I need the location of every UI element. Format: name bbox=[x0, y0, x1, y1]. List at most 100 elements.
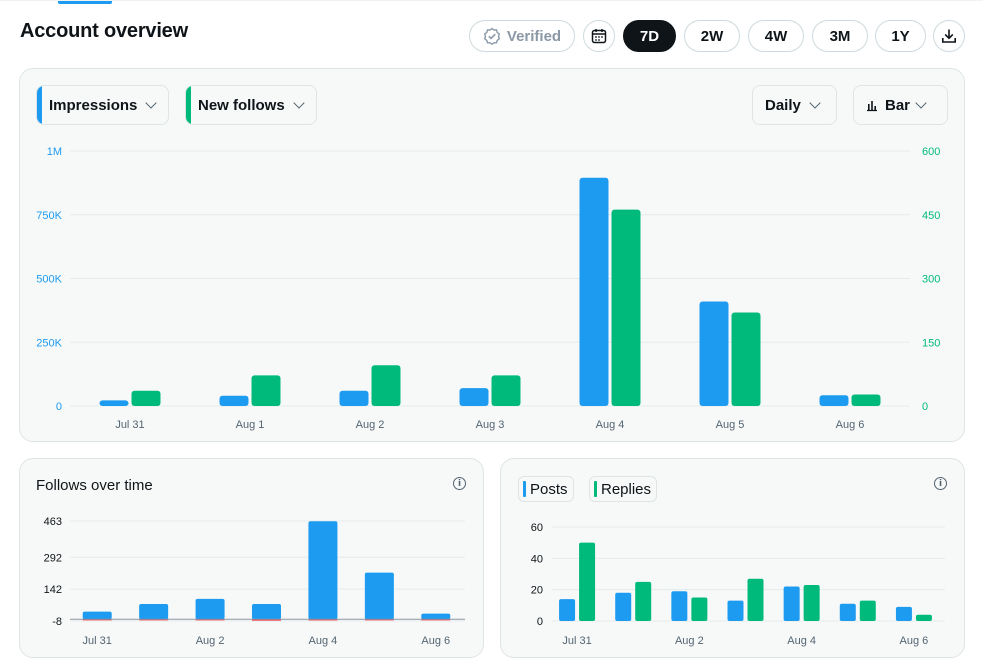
verified-button[interactable]: Verified bbox=[469, 20, 575, 52]
follows-bar bbox=[195, 598, 225, 620]
x-tick-label: Aug 6 bbox=[836, 419, 865, 431]
x-tick-label: Jul 31 bbox=[115, 419, 144, 431]
follows-bar bbox=[731, 312, 761, 406]
posts-bar bbox=[559, 599, 576, 621]
y-right-tick-label: 0 bbox=[922, 401, 928, 413]
follows-bar bbox=[851, 394, 881, 406]
metric2-label: New follows bbox=[198, 96, 285, 114]
range-4w-button[interactable]: 4W bbox=[748, 20, 804, 52]
y-tick-label: 0 bbox=[537, 616, 543, 628]
x-tick-label: Aug 5 bbox=[716, 419, 745, 431]
date-picker-button[interactable] bbox=[583, 20, 615, 52]
posts-bar bbox=[895, 606, 912, 621]
metric1-label: Impressions bbox=[49, 96, 138, 114]
download-icon bbox=[942, 29, 956, 43]
y-tick-label: 60 bbox=[531, 522, 543, 534]
y-tick-label: 20 bbox=[531, 585, 543, 597]
range-3m-button[interactable]: 3M bbox=[812, 20, 868, 52]
y-right-tick-label: 600 bbox=[922, 146, 940, 158]
x-tick-label: Aug 1 bbox=[236, 419, 265, 431]
y-left-tick-label: 0 bbox=[56, 401, 62, 413]
range-1y-button[interactable]: 1Y bbox=[875, 20, 926, 52]
interval-dropdown[interactable]: Daily bbox=[752, 85, 837, 125]
bar-chart-icon bbox=[867, 101, 877, 112]
replies-swatch bbox=[594, 481, 597, 497]
y-tick-label: 292 bbox=[44, 552, 62, 564]
x-tick-label: Aug 6 bbox=[421, 635, 450, 647]
follows-bar bbox=[308, 521, 338, 620]
impressions-bar bbox=[459, 388, 489, 406]
metric2-color-swatch bbox=[186, 86, 191, 124]
unfollows-bar bbox=[308, 619, 338, 621]
follows-bar bbox=[421, 613, 451, 620]
x-tick-label: Aug 2 bbox=[196, 635, 225, 647]
follows-card: Follows over time i bbox=[19, 458, 484, 658]
metric1-dropdown[interactable]: Impressions bbox=[36, 85, 169, 125]
y-left-tick-label: 500K bbox=[36, 274, 62, 286]
y-left-tick-label: 1M bbox=[47, 146, 62, 158]
follows-card-title: Follows over time bbox=[36, 477, 153, 494]
impressions-bar bbox=[219, 395, 249, 406]
verified-badge-icon bbox=[483, 27, 501, 46]
follows-bar bbox=[611, 209, 641, 406]
replies-bar bbox=[859, 600, 876, 621]
posts-legend-toggle[interactable]: Posts bbox=[518, 476, 574, 502]
x-tick-label: Aug 6 bbox=[900, 635, 929, 647]
chart-type-dropdown[interactable]: Bar bbox=[853, 85, 948, 125]
follows-bar bbox=[131, 390, 161, 406]
x-tick-label: Aug 2 bbox=[675, 635, 704, 647]
replies-bar bbox=[747, 578, 764, 621]
follows-bar bbox=[491, 375, 521, 406]
impressions-bar bbox=[579, 177, 609, 406]
replies-legend-toggle[interactable]: Replies bbox=[589, 476, 658, 502]
download-button[interactable] bbox=[933, 20, 965, 52]
info-icon[interactable]: i bbox=[934, 477, 947, 490]
unfollows-bar bbox=[252, 619, 281, 621]
posts-swatch bbox=[523, 481, 526, 497]
follows-bar bbox=[371, 365, 401, 406]
y-tick-label: 463 bbox=[44, 516, 62, 528]
replies-bar bbox=[915, 614, 932, 621]
range-7d-button[interactable]: 7D bbox=[623, 20, 676, 52]
calendar-icon bbox=[591, 29, 607, 44]
y-tick-label: 40 bbox=[531, 553, 543, 565]
impressions-bar bbox=[99, 400, 129, 406]
x-tick-label: Aug 4 bbox=[787, 635, 816, 647]
top-divider bbox=[0, 0, 983, 4]
follows-bar bbox=[364, 572, 394, 620]
verified-label: Verified bbox=[506, 27, 562, 45]
impressions-bar bbox=[699, 301, 729, 406]
y-right-tick-label: 150 bbox=[922, 337, 940, 349]
replies-bar bbox=[691, 597, 708, 621]
chart-type-label: Bar bbox=[885, 96, 911, 114]
replies-legend-label: Replies bbox=[601, 480, 652, 498]
metric2-dropdown[interactable]: New follows bbox=[185, 85, 317, 125]
posts-bar bbox=[727, 600, 744, 621]
x-tick-label: Jul 31 bbox=[83, 635, 112, 647]
follows-bar bbox=[251, 375, 281, 406]
follows-bar bbox=[82, 611, 112, 620]
follows-bar bbox=[139, 604, 169, 620]
y-tick-label: -8 bbox=[52, 616, 62, 628]
x-tick-label: Aug 2 bbox=[356, 419, 385, 431]
posts-bar bbox=[671, 591, 688, 621]
follows-bar bbox=[252, 604, 281, 620]
y-left-tick-label: 250K bbox=[36, 337, 62, 349]
posts-bar bbox=[615, 592, 632, 621]
metric1-color-swatch bbox=[37, 86, 42, 124]
info-icon[interactable]: i bbox=[453, 477, 466, 490]
page-title: Account overview bbox=[20, 20, 188, 42]
y-right-tick-label: 300 bbox=[922, 274, 940, 286]
interval-label: Daily bbox=[765, 96, 801, 114]
range-2w-button[interactable]: 2W bbox=[684, 20, 740, 52]
posts-bar bbox=[783, 586, 800, 621]
y-right-tick-label: 450 bbox=[922, 210, 940, 222]
x-tick-label: Aug 4 bbox=[309, 635, 338, 647]
y-left-tick-label: 750K bbox=[36, 210, 62, 222]
y-tick-label: 142 bbox=[44, 584, 62, 596]
x-tick-label: Aug 4 bbox=[596, 419, 625, 431]
posts-legend-label: Posts bbox=[530, 480, 568, 498]
